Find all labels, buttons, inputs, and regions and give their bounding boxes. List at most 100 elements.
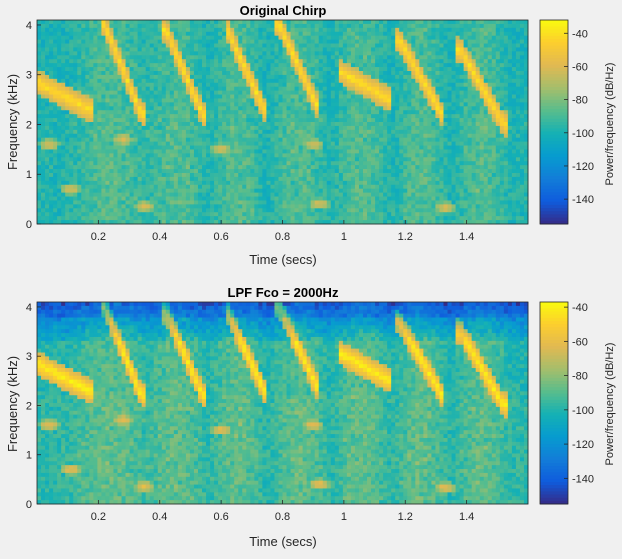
heatmap-cell [298, 90, 304, 95]
heatmap-cell [137, 63, 143, 68]
heatmap-cell [354, 106, 360, 111]
heatmap-cell [105, 161, 110, 166]
heatmap-cell [443, 102, 448, 107]
heatmap-cell [41, 169, 46, 174]
heatmap-cell [403, 125, 408, 131]
heatmap-cell [101, 153, 106, 158]
heatmap-cell [467, 39, 473, 44]
heatmap-cell [362, 165, 368, 170]
heatmap-cell [503, 153, 509, 158]
heatmap-cell [310, 43, 316, 48]
heatmap-cell [49, 173, 54, 178]
heatmap-cell [73, 133, 78, 139]
heatmap-cell [479, 47, 485, 52]
heatmap-cell [238, 90, 243, 95]
heatmap-cell [314, 27, 320, 33]
heatmap-cell [423, 129, 428, 135]
heatmap-cell [262, 35, 267, 41]
heatmap-cell [342, 110, 348, 115]
heatmap-cell [511, 153, 517, 158]
heatmap-cell [97, 23, 102, 29]
heatmap-cell [185, 125, 191, 131]
heatmap-cell [463, 141, 469, 146]
heatmap-cell [149, 133, 155, 139]
heatmap-cell [53, 20, 58, 25]
heatmap-cell [387, 118, 392, 123]
heatmap-cell [226, 39, 231, 44]
heatmap-cell [499, 157, 505, 162]
heatmap-cell [254, 102, 259, 107]
heatmap-cell [65, 137, 70, 143]
heatmap-cell [149, 141, 155, 146]
heatmap-cell [214, 141, 219, 146]
heatmap-cell [81, 59, 86, 64]
heatmap-cell [346, 106, 352, 111]
heatmap-cell [242, 90, 247, 95]
heatmap-cell [499, 67, 505, 72]
heatmap-cell [399, 102, 404, 107]
heatmap-cell [419, 86, 424, 92]
heatmap-cell [342, 141, 348, 146]
heatmap-cell [121, 169, 126, 174]
heatmap-cell [37, 51, 42, 56]
heatmap-cell [101, 71, 106, 76]
heatmap-cell [238, 23, 243, 29]
heatmap-cell [230, 98, 235, 103]
heatmap-cell [226, 165, 231, 170]
heatmap-cell [57, 43, 62, 48]
heatmap-cell [41, 176, 46, 182]
heatmap-cell [238, 106, 243, 111]
heatmap-cell [181, 149, 187, 154]
heatmap-cell [326, 122, 332, 127]
heatmap-cell [326, 27, 332, 33]
heatmap-cell [222, 122, 227, 127]
heatmap-cell [69, 90, 74, 95]
heatmap-cell [354, 153, 360, 158]
heatmap-cell [371, 55, 376, 60]
heatmap-cell [65, 47, 70, 52]
heatmap-cell [206, 125, 211, 131]
heatmap-cell [234, 39, 239, 44]
heatmap-cell [467, 125, 473, 131]
heatmap-cell [57, 59, 62, 64]
heatmap-cell [117, 149, 122, 154]
heatmap-cell [399, 82, 404, 88]
heatmap-cell [411, 149, 416, 154]
heatmap-cell [334, 110, 340, 115]
heatmap-cell [165, 90, 171, 95]
heatmap-cell [270, 27, 275, 33]
heatmap-cell [294, 98, 299, 103]
heatmap-cell [427, 51, 432, 56]
heatmap-cell [399, 55, 404, 60]
heatmap-cell [294, 31, 299, 37]
heatmap-cell [371, 39, 376, 44]
heatmap-cell [113, 20, 118, 25]
heatmap-cell [57, 39, 62, 44]
heatmap-cell [177, 153, 183, 158]
heatmap-cell [246, 39, 251, 44]
heatmap-cell [362, 78, 368, 84]
heatmap-cell [266, 55, 271, 60]
heatmap-cell [495, 63, 501, 68]
heatmap-cell [254, 137, 259, 143]
heatmap-cell [153, 141, 159, 146]
heatmap-cell [375, 137, 380, 143]
heatmap-cell [443, 82, 448, 88]
heatmap-cell [266, 157, 271, 162]
heatmap-cell [222, 118, 227, 123]
heatmap-cell [427, 20, 432, 25]
heatmap-cell [423, 43, 428, 48]
heatmap-cell [403, 169, 408, 174]
heatmap-cell [117, 122, 122, 127]
heatmap-cell [266, 125, 271, 131]
heatmap-cell [318, 153, 324, 158]
heatmap-cell [371, 122, 376, 127]
heatmap-cell [246, 90, 251, 95]
heatmap-cell [258, 55, 263, 60]
heatmap-cell [230, 153, 235, 158]
heatmap-cell [89, 94, 94, 99]
heatmap-cell [483, 90, 489, 95]
heatmap-cell [487, 157, 493, 162]
heatmap-cell [278, 98, 283, 103]
heatmap-cell [41, 63, 46, 68]
